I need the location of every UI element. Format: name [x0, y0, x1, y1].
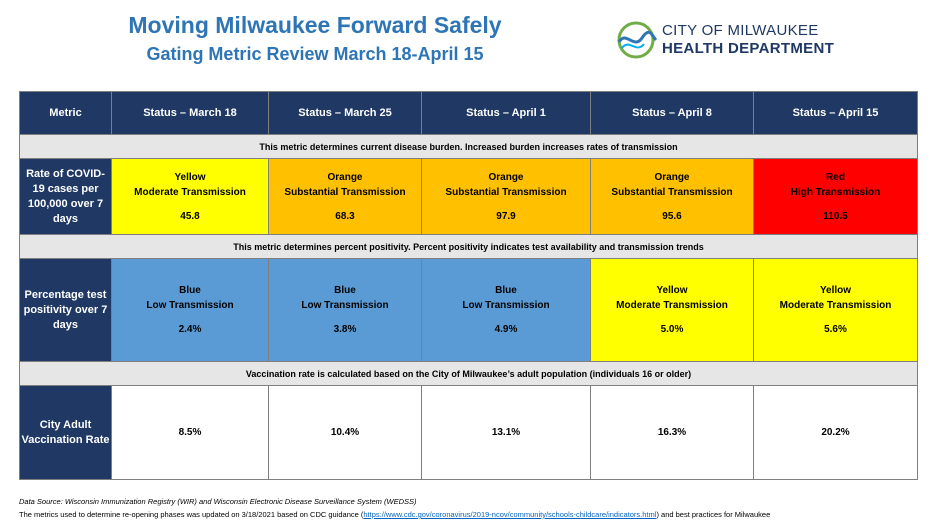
status-cell: Yellow Moderate Transmission 5.0% — [590, 258, 754, 362]
status-cell: Blue Low Transmission 2.4% — [111, 258, 269, 362]
status-cell: Blue Low Transmission 3.8% — [268, 258, 422, 362]
status-level-text: Low Transmission — [462, 300, 550, 311]
status-color-text: Yellow — [656, 285, 688, 296]
status-cell: Blue Low Transmission 4.9% — [421, 258, 591, 362]
test-positivity-label: Percentage test positivity over 7 days — [19, 258, 112, 362]
status-value: 5.0% — [660, 324, 684, 335]
status-value: 5.6% — [824, 324, 847, 335]
column-header-metric: Metric — [19, 91, 112, 135]
note-row: This metric determines percent positivit… — [19, 234, 918, 259]
status-cell: Red High Transmission 110.5 — [753, 158, 918, 235]
vaccination-note: Vaccination rate is calculated based on … — [19, 361, 918, 386]
status-color-text: Orange — [654, 171, 690, 183]
column-header-march-25: Status – March 25 — [268, 91, 422, 135]
disease-burden-note: This metric determines current disease b… — [19, 134, 918, 159]
status-color-text: Orange — [327, 171, 363, 183]
status-color-text: Yellow — [174, 171, 206, 183]
data-source-footnote: Data Source: Wisconsin Immunization Regi… — [19, 497, 417, 506]
status-level-text: Moderate Transmission — [779, 300, 892, 311]
vaccination-value: 16.3% — [590, 385, 754, 480]
case-rate-label: Rate of COVID-19 cases per 100,000 over … — [19, 158, 112, 235]
status-color-text: Blue — [495, 285, 517, 296]
status-value: 95.6 — [662, 210, 682, 222]
logo-city-text: CITY OF MILWAUKEE — [662, 22, 819, 39]
metrics-footnote-prefix: The metrics used to determine re-opening… — [19, 510, 364, 519]
status-level-text: High Transmission — [790, 186, 881, 198]
vaccination-value: 8.5% — [111, 385, 269, 480]
status-value: 45.8 — [180, 210, 200, 222]
status-color-text: Red — [826, 171, 845, 183]
column-header-april-8: Status – April 8 — [590, 91, 754, 135]
status-level-text: Low Transmission — [146, 300, 234, 311]
status-value: 3.8% — [333, 324, 357, 335]
status-value: 4.9% — [494, 324, 518, 335]
table-row: Rate of COVID-19 cases per 100,000 over … — [19, 158, 918, 235]
column-header-march-18: Status – March 18 — [111, 91, 269, 135]
status-color-text: Blue — [179, 285, 201, 296]
status-value: 2.4% — [178, 324, 202, 335]
page-subtitle: Gating Metric Review March 18-April 15 — [146, 44, 484, 64]
status-level-text: Low Transmission — [301, 300, 389, 311]
metrics-footnote: The metrics used to determine re-opening… — [19, 510, 770, 519]
column-header-april-1: Status – April 1 — [421, 91, 591, 135]
vaccination-value: 13.1% — [421, 385, 591, 480]
table-row: Percentage test positivity over 7 days B… — [19, 258, 918, 362]
vaccination-value: 10.4% — [268, 385, 422, 480]
status-level-text: Substantial Transmission — [445, 186, 567, 198]
status-value: 97.9 — [496, 210, 516, 222]
column-header-april-15: Status – April 15 — [753, 91, 918, 135]
vaccination-rate-label: City Adult Vaccination Rate — [19, 385, 112, 480]
note-row: This metric determines current disease b… — [19, 134, 918, 159]
status-level-text: Substantial Transmission — [284, 186, 406, 198]
cdc-guidance-link[interactable]: https://www.cdc.gov/coronavirus/2019-nco… — [363, 510, 657, 519]
status-level-text: Moderate Transmission — [134, 186, 246, 198]
vaccination-value: 20.2% — [753, 385, 918, 480]
status-cell: Yellow Moderate Transmission 5.6% — [753, 258, 918, 362]
health-department-logo: CITY OF MILWAUKEE HEALTH DEPARTMENT — [614, 18, 904, 62]
milwaukee-logo-icon — [617, 21, 658, 59]
status-level-text: Substantial Transmission — [611, 186, 733, 198]
note-row: Vaccination rate is calculated based on … — [19, 361, 918, 386]
table-header-row: Metric Status – March 18 Status – March … — [19, 91, 918, 135]
logo-department-text: HEALTH DEPARTMENT — [662, 40, 835, 57]
gating-metrics-table: Metric Status – March 18 Status – March … — [19, 91, 918, 480]
status-value: 110.5 — [823, 210, 848, 222]
metrics-footnote-suffix: ) and best practices for Milwaukee — [656, 510, 771, 519]
status-level-text: Moderate Transmission — [616, 300, 728, 311]
status-cell: Orange Substantial Transmission 97.9 — [421, 158, 591, 235]
status-cell: Orange Substantial Transmission 95.6 — [590, 158, 754, 235]
status-color-text: Yellow — [819, 285, 852, 296]
page-title: Moving Milwaukee Forward Safely — [128, 12, 502, 38]
status-cell: Yellow Moderate Transmission 45.8 — [111, 158, 269, 235]
percent-positivity-note: This metric determines percent positivit… — [19, 234, 918, 259]
status-cell: Orange Substantial Transmission 68.3 — [268, 158, 422, 235]
status-value: 68.3 — [335, 210, 355, 222]
status-color-text: Orange — [488, 171, 524, 183]
status-color-text: Blue — [334, 285, 356, 296]
table-row: City Adult Vaccination Rate 8.5% 10.4% 1… — [19, 385, 918, 480]
